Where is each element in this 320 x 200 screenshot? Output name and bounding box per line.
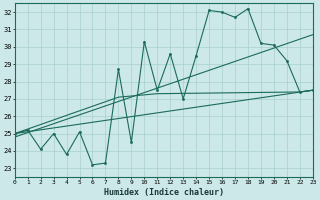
X-axis label: Humidex (Indice chaleur): Humidex (Indice chaleur) [104,188,224,197]
